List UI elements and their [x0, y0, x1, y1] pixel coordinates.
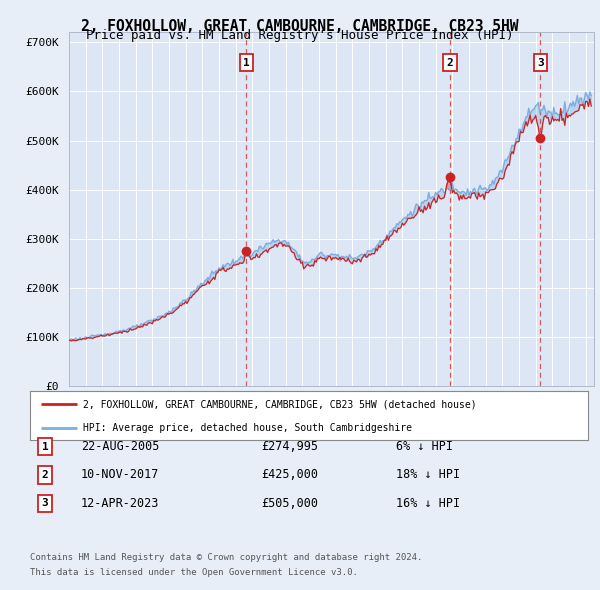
Text: 16% ↓ HPI: 16% ↓ HPI: [396, 497, 460, 510]
Text: 12-APR-2023: 12-APR-2023: [81, 497, 160, 510]
Text: 2, FOXHOLLOW, GREAT CAMBOURNE, CAMBRIDGE, CB23 5HW: 2, FOXHOLLOW, GREAT CAMBOURNE, CAMBRIDGE…: [81, 19, 519, 34]
Text: 3: 3: [537, 58, 544, 67]
Text: 1: 1: [243, 58, 250, 67]
Text: £274,995: £274,995: [261, 440, 318, 453]
Text: Contains HM Land Registry data © Crown copyright and database right 2024.: Contains HM Land Registry data © Crown c…: [30, 553, 422, 562]
Text: Price paid vs. HM Land Registry's House Price Index (HPI): Price paid vs. HM Land Registry's House …: [86, 30, 514, 42]
Text: 1: 1: [41, 442, 49, 451]
Text: 2, FOXHOLLOW, GREAT CAMBOURNE, CAMBRIDGE, CB23 5HW (detached house): 2, FOXHOLLOW, GREAT CAMBOURNE, CAMBRIDGE…: [83, 399, 476, 409]
Text: 2: 2: [446, 58, 454, 67]
Text: 3: 3: [41, 499, 49, 508]
Text: This data is licensed under the Open Government Licence v3.0.: This data is licensed under the Open Gov…: [30, 568, 358, 577]
Text: £505,000: £505,000: [261, 497, 318, 510]
Text: 6% ↓ HPI: 6% ↓ HPI: [396, 440, 453, 453]
Text: 18% ↓ HPI: 18% ↓ HPI: [396, 468, 460, 481]
Text: £425,000: £425,000: [261, 468, 318, 481]
Text: 22-AUG-2005: 22-AUG-2005: [81, 440, 160, 453]
Text: 10-NOV-2017: 10-NOV-2017: [81, 468, 160, 481]
Text: 2: 2: [41, 470, 49, 480]
Text: HPI: Average price, detached house, South Cambridgeshire: HPI: Average price, detached house, Sout…: [83, 423, 412, 433]
